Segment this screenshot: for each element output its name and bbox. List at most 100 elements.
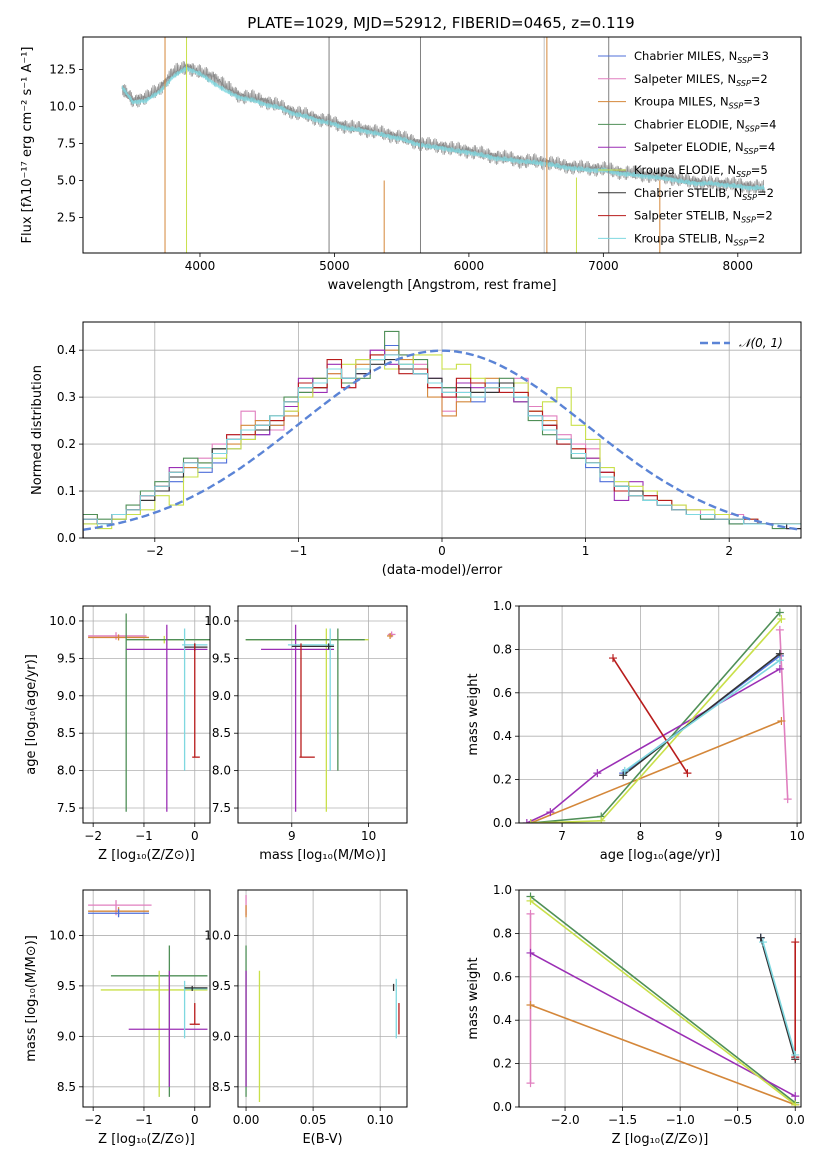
mass-vs-z-panel: −2 −1 0 8.5 9.0 9.5 10.0 Z [log₁₀(Z/Z⊙)] mass [l… (24, 889, 211, 1147)
x-tick-label: 10 (789, 829, 804, 843)
x-axis-label: E(B-V) (302, 1132, 342, 1147)
x-tick-label: 10 (361, 829, 376, 843)
x-axis-label: mass [log₁₀(M/M⊙)] (259, 848, 386, 863)
spectrum-model-line (121, 65, 765, 191)
y-tick-label: 9.5 (57, 979, 76, 993)
x-tick-label: 9 (288, 829, 296, 843)
weight-marker (526, 1001, 535, 1010)
mass-vs-ebv-panel: 0.00 0.05 0.10 8.5 9.0 9.5 10.0 E(B-V) (204, 889, 408, 1147)
weight-marker (619, 771, 628, 780)
weight-series-line (762, 941, 796, 1056)
x-tick-label: 0.10 (367, 1113, 394, 1127)
y-tick-label: 0.0 (57, 531, 76, 545)
legend-sub: SSP (744, 147, 759, 156)
y-tick-label: 1.0 (493, 883, 512, 897)
residuals-panel: −2 −1 0 1 2 0.0 0.1 0.2 0.3 0.4 (data-model)/error… (30, 321, 802, 578)
weight-marker (775, 625, 784, 634)
y-tick-label: 9.0 (212, 689, 231, 703)
x-tick-label: 4000 (185, 259, 216, 273)
x-tick-label: −1 (135, 829, 153, 843)
weight-marker (526, 909, 535, 918)
y-tick-label: 9.0 (212, 1029, 231, 1043)
plot-area (526, 892, 800, 1107)
axes-frame (518, 889, 802, 1108)
y-tick-label: 8.5 (57, 1080, 76, 1094)
legend-label: Salpeter ELODIE, NSSP=4 (634, 140, 775, 156)
y-tick-label: 0.4 (493, 1013, 512, 1027)
axes-frame (82, 605, 211, 824)
y-tick-label: 9.5 (212, 651, 231, 665)
y-tick-label: 1.0 (493, 599, 512, 613)
y-tick-label: 10.0 (49, 100, 76, 114)
spectrum-panel: 4000 5000 6000 7000 8000 2.5 5.0 7.5 10.0 12.5 wav… (20, 36, 802, 293)
y-tick-label: 10.0 (49, 928, 76, 942)
x-tick-label: −2.0 (550, 1113, 579, 1127)
y-tick-label: 9.5 (212, 979, 231, 993)
legend-sub: SSP (736, 79, 751, 88)
x-tick-label: −0.5 (723, 1113, 752, 1127)
age-vs-z-panel: −2 −1 0 7.5 8.0 8.5 9.0 9.5 10.0 Z [log₁₀(Z/Z⊙)] a… (24, 605, 211, 863)
plot-area (88, 900, 208, 1097)
y-tick-label: 10.0 (49, 614, 76, 628)
y-tick-label: 0.2 (493, 773, 512, 787)
y-tick-label: 0.4 (57, 343, 76, 357)
legend-text: Chabrier ELODIE, N (634, 117, 745, 131)
y-tick-label: 0.8 (493, 926, 512, 940)
axes-frame (82, 321, 802, 539)
legend-label: Salpeter STELIB, NSSP=2 (634, 209, 773, 225)
y-tick-label: 8.5 (212, 726, 231, 740)
legend-sub: SSP (729, 102, 744, 111)
plot-area (522, 608, 792, 823)
weight-series-line (612, 657, 689, 774)
x-tick-label: 8 (637, 829, 645, 843)
legend-tail: =2 (748, 231, 765, 245)
y-tick-label: 7.5 (57, 137, 76, 151)
weight-marker (597, 816, 606, 823)
y-tick-label: 0.3 (57, 390, 76, 404)
legend-sub: SSP (737, 56, 752, 65)
x-tick-label: 0.05 (300, 1113, 327, 1127)
y-tick-label: 0.4 (493, 729, 512, 743)
weight-series-line (530, 611, 781, 823)
plot-area (121, 37, 765, 253)
y-axis-label: Normed distribution (30, 365, 45, 495)
y-axis-label: mass weight (466, 957, 481, 1039)
legend-text: Kroupa STELIB, N (634, 231, 734, 245)
y-tick-label: 7.5 (212, 801, 231, 815)
x-tick-label: 5000 (319, 259, 350, 273)
x-tick-label: −1 (290, 544, 308, 558)
y-tick-label: 7.5 (57, 801, 76, 815)
weight-marker (775, 664, 784, 673)
weight-marker (759, 938, 768, 947)
y-tick-label: 0.0 (493, 816, 512, 830)
plot-area (83, 330, 801, 538)
y-tick-label: 0.2 (493, 1057, 512, 1071)
weight-marker (791, 1092, 800, 1101)
weight-series-line (759, 937, 796, 1060)
legend-sub: SSP (734, 238, 749, 247)
y-tick-label: 0.6 (493, 970, 512, 984)
weight-marker (526, 896, 535, 905)
legend-tail: =5 (751, 163, 768, 177)
weight-marker (775, 656, 784, 665)
weight-marker (526, 1079, 535, 1088)
weight-series-line (624, 659, 781, 772)
weight-series-line (530, 720, 782, 823)
x-axis-label: wavelength [Angstrom, rest frame] (328, 278, 557, 293)
weight-marker (777, 717, 786, 726)
axes-frame (237, 605, 408, 824)
x-tick-label: 0 (191, 829, 199, 843)
age-vs-mass-panel: 9 10 7.5 8.0 8.5 9.0 9.5 10.0 mass [log₁₀(M/M⊙)] (204, 605, 408, 863)
y-tick-label: 9.0 (57, 1029, 76, 1043)
x-tick-label: 2 (725, 544, 733, 558)
legend-tail: =2 (757, 186, 774, 200)
weight-marker (620, 766, 629, 775)
legend-text: Kroupa MILES, N (634, 95, 729, 109)
x-tick-label: 0 (438, 544, 446, 558)
legend-label: Kroupa MILES, NSSP=3 (634, 95, 760, 111)
x-tick-label: 9 (715, 829, 723, 843)
y-tick-label: 8.5 (57, 726, 76, 740)
y-axis-label: mass weight (466, 673, 481, 755)
